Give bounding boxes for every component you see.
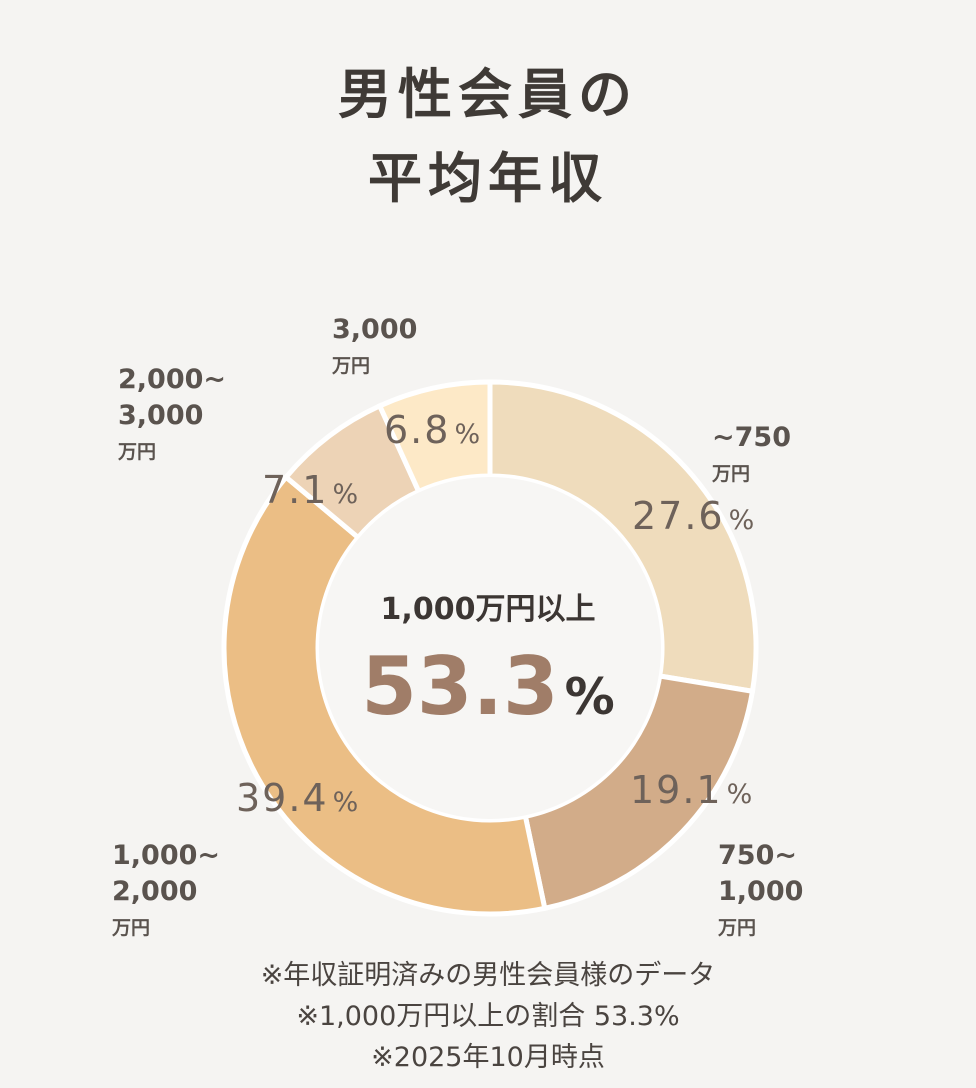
center-label: 1,000万円以上 <box>380 592 596 627</box>
donut-slice-2 <box>221 473 548 917</box>
slice-value-label-0: 27.6% <box>632 494 757 538</box>
donut-slice-1 <box>522 673 756 912</box>
category-label-3: 2,000~ 3,000 万円 <box>118 364 227 463</box>
category-label-2: 1,000~ 2,000 万円 <box>112 840 221 939</box>
footnotes: ※年収証明済みの男性会員様のデータ ※1,000万円以上の割合 53.3% ※2… <box>0 955 976 1078</box>
donut-slice-4 <box>376 379 493 495</box>
category-label-4: 3,000 万円 <box>332 314 418 377</box>
slice-value-label-4: 6.8% <box>384 408 483 452</box>
footnote-1: ※年収証明済みの男性会員様のデータ <box>260 960 716 991</box>
center-value: 53.3% <box>338 640 638 733</box>
footnote-2: ※1,000万円以上の割合 53.3% <box>296 1001 680 1032</box>
slice-value-label-3: 7.1% <box>262 468 361 512</box>
title-line-2: 平均年収 <box>368 146 608 210</box>
footnote-3: ※2025年10月時点 <box>371 1042 605 1073</box>
title-line-1: 男性会員の <box>338 62 638 126</box>
category-label-1: 750~ 1,000 万円 <box>718 840 804 939</box>
slice-value-label-1: 19.1% <box>630 768 755 812</box>
donut-hole <box>319 477 661 819</box>
category-label-0: ~750 万円 <box>712 422 791 485</box>
center-value-unit: % <box>564 668 615 726</box>
center-value-number: 53.3 <box>361 640 559 733</box>
donut-slice-0 <box>487 379 759 695</box>
slice-value-label-2: 39.4% <box>236 776 361 820</box>
chart-title: 男性会員の 平均年収 <box>0 52 976 220</box>
